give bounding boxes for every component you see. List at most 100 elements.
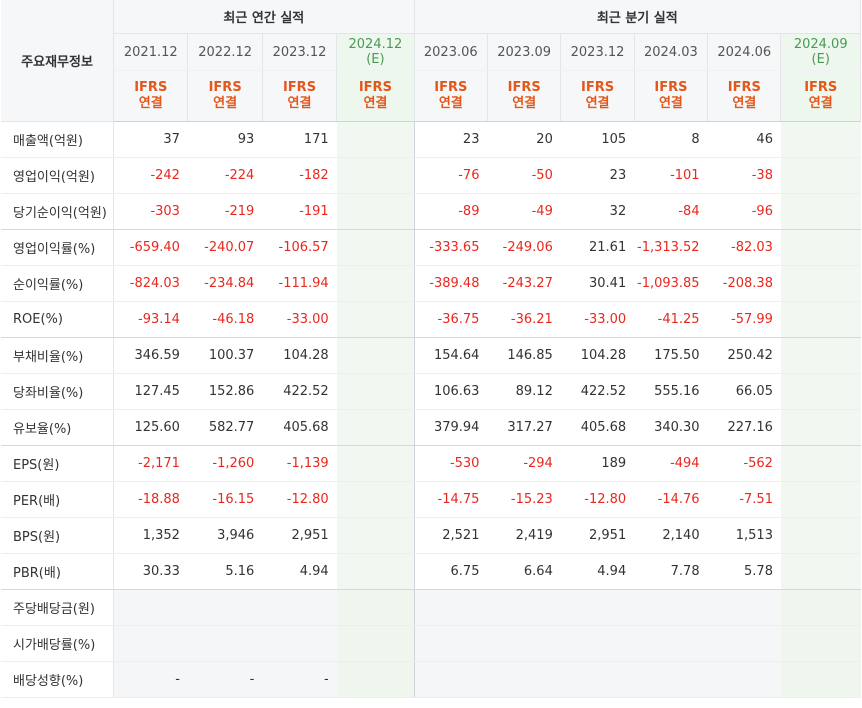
data-cell: 23: [413, 121, 488, 158]
data-cell: 106.63: [413, 373, 488, 410]
basis-header: IFRS 연결: [113, 70, 189, 122]
data-cell: [336, 589, 415, 626]
basis-scope: 연결: [138, 96, 163, 111]
data-cell: 8: [634, 121, 708, 158]
data-cell: -208.38: [707, 265, 781, 302]
basis-scope: 연결: [585, 96, 610, 111]
data-cell: [413, 661, 488, 698]
period-header: 2022.12: [187, 33, 263, 71]
row-label: 당기순이익(억원): [1, 193, 115, 230]
data-cell: 346.59: [113, 337, 188, 374]
data-cell: -1,093.85: [634, 265, 708, 302]
basis-standard: IFRS: [358, 80, 392, 95]
data-cell: -224: [187, 157, 263, 194]
data-cell: 93: [187, 121, 263, 158]
table-row: 순이익률(%) -824.03 -234.84 -111.94 -389.48 -243.…: [1, 265, 861, 302]
data-cell: 104.28: [560, 337, 635, 374]
data-cell: 146.85: [487, 337, 561, 374]
data-cell: 6.75: [413, 553, 488, 590]
data-cell: [780, 553, 861, 590]
row-label: EPS(원): [1, 445, 115, 482]
basis-standard: IFRS: [507, 80, 541, 95]
estimate-tag: (E): [366, 52, 385, 67]
row-label: 당좌비율(%): [1, 373, 115, 410]
data-cell: 5.78: [707, 553, 781, 590]
data-cell: -242: [113, 157, 188, 194]
data-cell: [560, 661, 635, 698]
data-cell: 152.86: [187, 373, 263, 410]
basis-scope: 연결: [438, 96, 463, 111]
data-cell: -14.75: [413, 481, 488, 518]
basis-header: IFRS 연결: [560, 70, 635, 122]
period-header-estimate: 2024.09 (E): [780, 33, 861, 71]
row-label: 영업이익(억원): [1, 157, 115, 194]
period-header: 2023.09: [487, 33, 562, 71]
data-cell: 582.77: [187, 409, 263, 446]
data-cell: 405.68: [560, 409, 635, 446]
data-cell: -101: [634, 157, 708, 194]
data-cell: -16.15: [187, 481, 263, 518]
data-cell: -240.07: [187, 229, 263, 266]
data-cell: [780, 157, 861, 194]
data-cell: -38: [707, 157, 781, 194]
data-cell: [336, 517, 415, 554]
data-cell: 1,513: [707, 517, 781, 554]
data-cell: 4.94: [560, 553, 635, 590]
data-cell: [187, 589, 263, 626]
data-cell: 2,419: [487, 517, 561, 554]
data-cell: -: [187, 661, 263, 698]
table-row: 당좌비율(%) 127.45 152.86 422.52 106.63 89.12 422.…: [1, 373, 861, 410]
basis-standard: IFRS: [580, 80, 615, 95]
data-cell: -33.00: [262, 301, 337, 338]
data-cell: 555.16: [634, 373, 708, 410]
data-cell: [780, 481, 861, 518]
annual-results-header: 최근 연간 실적: [113, 0, 415, 34]
data-cell: [487, 625, 561, 662]
row-label: 부채비율(%): [1, 337, 115, 374]
data-cell: [780, 265, 861, 302]
basis-standard: IFRS: [282, 80, 317, 95]
data-cell: [336, 157, 415, 194]
data-cell: [113, 589, 188, 626]
data-cell: 422.52: [560, 373, 635, 410]
basis-header: IFRS 연결: [634, 70, 709, 122]
data-cell: -93.14: [113, 301, 188, 338]
data-cell: [336, 553, 415, 590]
basis-header: IFRS 연결: [187, 70, 263, 122]
basis-scope: 연결: [363, 96, 388, 111]
data-cell: -: [262, 661, 337, 698]
data-cell: -333.65: [413, 229, 488, 266]
data-cell: -659.40: [113, 229, 188, 266]
table-row: ROE(%) -93.14 -46.18 -33.00 -36.75 -36.21 -33.…: [1, 301, 861, 338]
period-header: 2023.12: [262, 33, 338, 71]
row-label: 유보율(%): [1, 409, 115, 446]
data-cell: -49: [487, 193, 561, 230]
data-cell: -36.21: [487, 301, 561, 338]
data-cell: [780, 517, 861, 554]
data-cell: -: [113, 661, 188, 698]
data-cell: [780, 445, 861, 482]
data-cell: -15.23: [487, 481, 561, 518]
basis-standard: IFRS: [654, 80, 688, 95]
row-label: 시가배당률(%): [1, 625, 115, 662]
basis-header: IFRS 연결: [262, 70, 338, 122]
data-cell: -562: [707, 445, 781, 482]
basis-header: IFRS 연결: [487, 70, 562, 122]
data-cell: [780, 229, 861, 266]
period-header: 2023.12: [560, 33, 635, 71]
table-row: 시가배당률(%): [1, 625, 861, 662]
data-cell: -191: [262, 193, 337, 230]
data-cell: 6.64: [487, 553, 561, 590]
data-cell: [487, 661, 561, 698]
data-cell: 104.28: [262, 337, 337, 374]
data-cell: -294: [487, 445, 561, 482]
data-cell: [336, 625, 415, 662]
period-header: 2024.06: [707, 33, 782, 71]
estimate-period: 2024.09: [793, 37, 848, 52]
data-cell: [262, 589, 337, 626]
data-cell: [780, 625, 861, 662]
row-label: ROE(%): [1, 301, 115, 338]
data-cell: 2,140: [634, 517, 708, 554]
data-cell: [336, 373, 415, 410]
data-cell: -824.03: [113, 265, 188, 302]
